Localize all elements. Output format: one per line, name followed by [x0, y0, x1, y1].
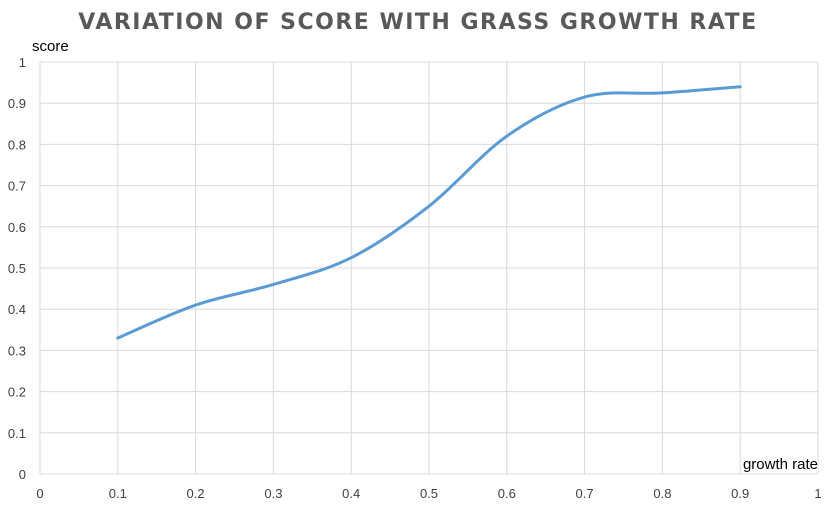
- y-tick-label: 0.5: [8, 261, 26, 276]
- series-line: [116, 85, 742, 340]
- x-tick-label: 0.1: [109, 486, 127, 501]
- x-tick-label: 0.6: [498, 486, 516, 501]
- grid-lines: [39, 61, 819, 475]
- y-axis-label: score: [32, 38, 69, 55]
- x-tick-label: 0: [36, 486, 43, 501]
- y-tick-label: 0.8: [8, 137, 26, 152]
- x-tick-label: 0.5: [420, 486, 438, 501]
- y-tick-label: 0.9: [8, 96, 26, 111]
- y-tick-label: 0.4: [8, 302, 26, 317]
- tick-labels: 0 0.1 0.2 0.3 0.4 0.5 0.6 0.7 0.8 0.9 1 0 0.1 0.2 0.3 0…: [8, 55, 822, 501]
- y-tick-label: 1: [19, 55, 26, 70]
- x-tick-label: 0.3: [264, 486, 282, 501]
- x-axis-label: growth rate: [743, 456, 818, 473]
- x-tick-label: 0.9: [731, 486, 749, 501]
- y-tick-label: 0.7: [8, 179, 26, 194]
- x-tick-label: 0.4: [342, 486, 360, 501]
- x-tick-label: 0.7: [576, 486, 594, 501]
- y-tick-label: 0.1: [8, 426, 26, 441]
- x-tick-label: 0.2: [187, 486, 205, 501]
- y-tick-label: 0.3: [8, 343, 26, 358]
- x-tick-label: 0.8: [653, 486, 671, 501]
- chart-title: VARIATION OF SCORE WITH GRASS GROWTH RAT…: [78, 10, 758, 35]
- y-tick-label: 0: [19, 467, 26, 482]
- series-layer: [116, 85, 742, 340]
- y-tick-label: 0.6: [8, 220, 26, 235]
- x-tick-label: 1: [814, 486, 821, 501]
- y-tick-label: 0.2: [8, 385, 26, 400]
